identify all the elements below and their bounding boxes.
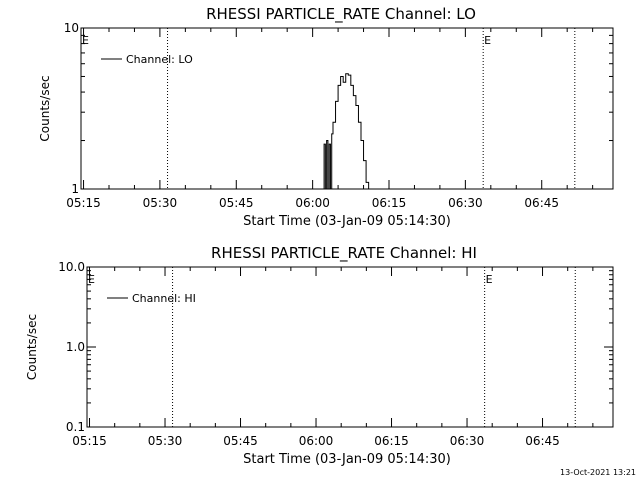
chart1-y-axis-label: Counts/sec — [38, 75, 52, 141]
chart2-legend-label: Channel: HI — [132, 292, 196, 305]
chart1-x-tick-label: 05:30 — [143, 196, 178, 210]
chart2-y-tick-label: 0.1 — [66, 420, 85, 434]
chart1-legend-label: Channel: LO — [126, 53, 193, 66]
chart2-start-marker-label: E — [88, 273, 95, 286]
chart2-x-tick-label: 05:15 — [72, 434, 107, 448]
chart1-title: RHESSI PARTICLE_RATE Channel: LO — [206, 5, 476, 24]
chart1-plot-frame — [80, 27, 614, 190]
chart2-marker-label: E — [486, 273, 493, 286]
footer-timestamp: 13-Oct-2021 13:21 — [560, 468, 636, 477]
chart2-x-tick-label: 05:45 — [223, 434, 258, 448]
chart1-x-tick-label: 06:30 — [448, 196, 483, 210]
chart2-y-tick-label: 1.0 — [66, 340, 85, 354]
chart2-x-tick-label: 06:30 — [450, 434, 485, 448]
chart2-y-tick-label: 10.0 — [58, 260, 85, 274]
chart1-x-tick-label: 06:00 — [295, 196, 330, 210]
chart1-series-1-line — [322, 73, 370, 190]
chart2-title: RHESSI PARTICLE_RATE Channel: HI — [211, 244, 477, 263]
chart1-x-tick-label: 06:15 — [372, 196, 407, 210]
chart2-x-tick-label: 06:45 — [525, 434, 560, 448]
chart2-x-axis-label: Start Time (03-Jan-09 05:14:30) — [243, 452, 451, 467]
chart1-y-tick-label: 1 — [71, 182, 79, 196]
chart1-y-tick-label: 10 — [64, 21, 79, 35]
chart1-x-tick-label: 06:45 — [524, 196, 559, 210]
chart2-y-axis-label: Counts/sec — [25, 314, 39, 380]
chart2-x-tick-label: 06:00 — [299, 434, 334, 448]
chart1-x-axis-label: Start Time (03-Jan-09 05:14:30) — [243, 214, 451, 229]
chart2-plot-frame — [86, 266, 614, 428]
chart1-x-tick-label: 05:45 — [219, 196, 254, 210]
chart1-x-tick-label: 05:15 — [66, 196, 101, 210]
chart2-x-tick-label: 06:15 — [374, 434, 409, 448]
chart2-x-tick-label: 05:30 — [148, 434, 183, 448]
chart1-start-marker-label: E — [82, 34, 89, 47]
chart1-marker-label: E — [484, 34, 491, 47]
